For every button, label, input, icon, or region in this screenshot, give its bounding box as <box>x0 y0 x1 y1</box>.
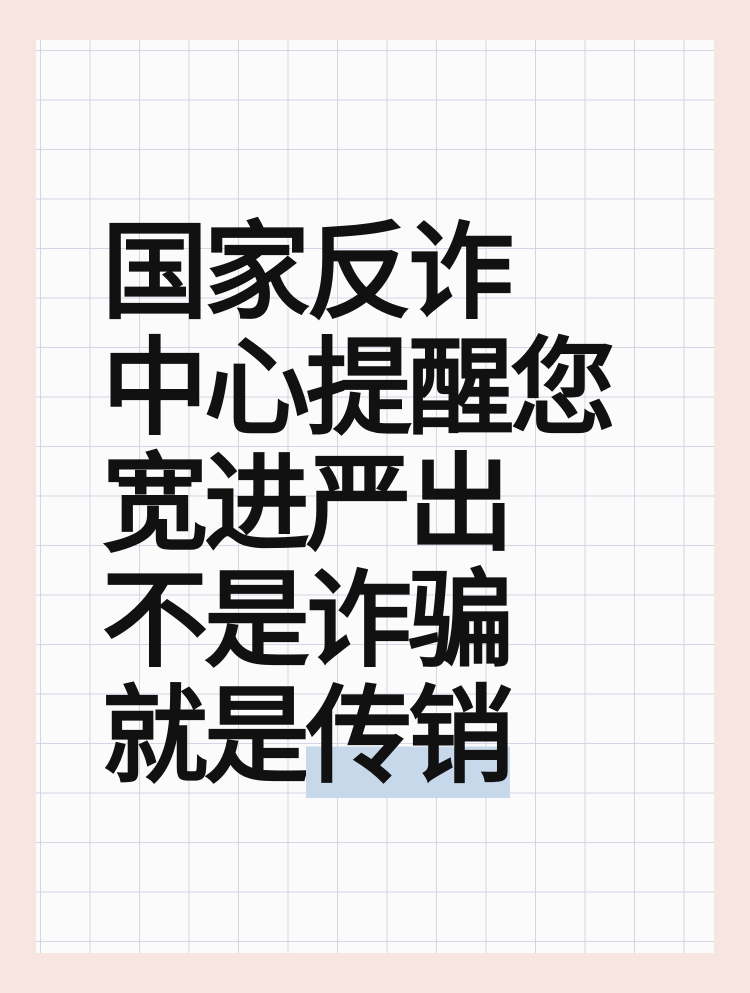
highlighted-keyword: 传销 <box>306 675 514 798</box>
grid-paper-card <box>36 40 714 953</box>
paper-left-perforated-edge <box>32 40 40 953</box>
message-line-3: 宽进严出 <box>102 447 662 563</box>
message-line-5-text: 就是 <box>102 675 310 798</box>
message-line-4: 不是诈骗 <box>102 563 662 679</box>
paper-top-perforated-edge <box>36 36 714 44</box>
message-line-2: 中心提醒您 <box>102 331 662 447</box>
message-line-2-text: 中心提醒您 <box>102 327 616 450</box>
message-line-4-text: 不是诈骗 <box>102 559 514 682</box>
message-line-1: 国家反诈 <box>102 215 662 331</box>
message-line-3-text: 宽进严出 <box>102 443 514 566</box>
paper-bottom-perforated-edge <box>36 949 714 957</box>
message-line-1-text: 国家反诈 <box>102 211 514 334</box>
warning-message: 国家反诈 中心提醒您 宽进严出 不是诈骗 就是传销 <box>102 215 662 798</box>
message-line-5: 就是传销 <box>102 675 662 798</box>
paper-right-perforated-edge <box>710 40 718 953</box>
